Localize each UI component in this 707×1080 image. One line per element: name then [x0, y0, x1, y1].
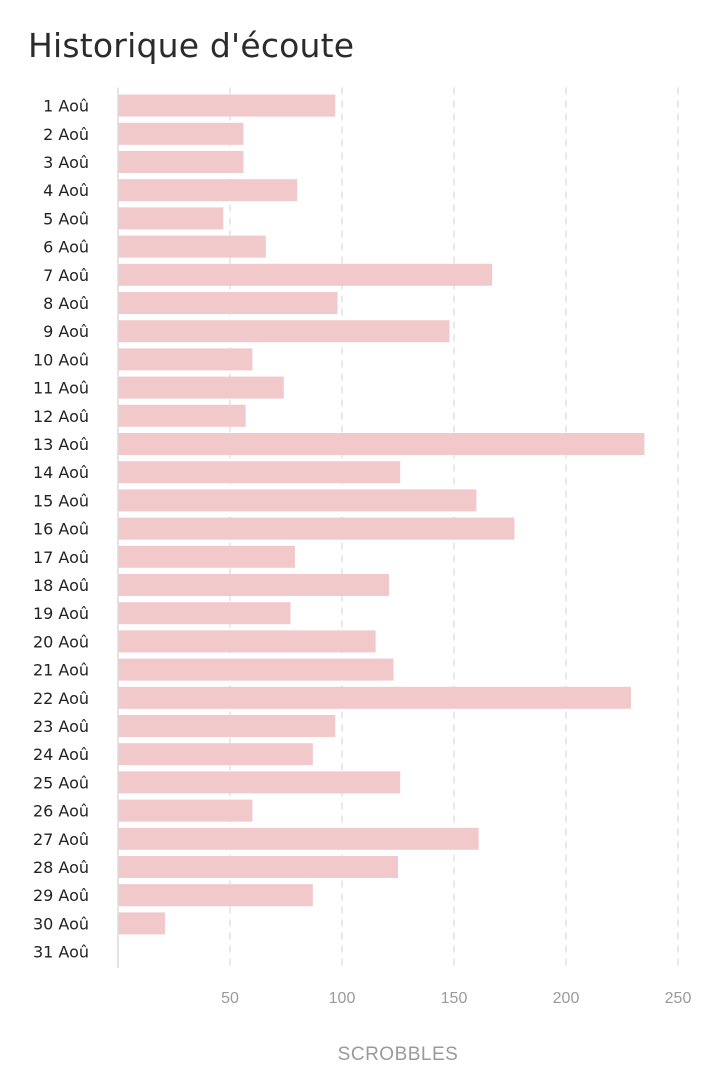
bar: [118, 743, 313, 766]
y-tick-label: 20 Aoû: [33, 632, 89, 651]
y-tick-label: 16 Aoû: [33, 520, 89, 539]
y-tick-label: 14 Aoû: [33, 463, 89, 482]
y-tick-label: 8 Aoû: [43, 294, 89, 313]
y-tick-label: 26 Aoû: [33, 802, 89, 821]
bar: [118, 122, 244, 145]
bar: [118, 517, 515, 540]
bar: [118, 658, 394, 681]
bar: [118, 263, 493, 286]
bar: [118, 376, 284, 399]
bar: [118, 856, 398, 878]
y-tick-label: 2 Aoû: [43, 125, 89, 144]
bar: [118, 545, 295, 568]
y-tick-label: 12 Aoû: [33, 407, 89, 426]
bar: [118, 489, 477, 512]
y-tick-label: 24 Aoû: [33, 745, 89, 764]
bar: [118, 715, 336, 737]
bar: [118, 574, 390, 596]
x-axis-label: SCROBBLES: [338, 1044, 459, 1065]
y-tick-label: 5 Aoû: [43, 209, 89, 228]
x-tick-label: 150: [441, 990, 468, 1007]
y-tick-label: 31 Aoû: [33, 943, 89, 962]
bar: [118, 602, 291, 625]
y-tick-label: 30 Aoû: [33, 914, 89, 933]
x-tick-label: 250: [665, 990, 692, 1007]
bar: [118, 94, 336, 117]
x-tick-label: 50: [221, 990, 239, 1007]
bar: [118, 771, 401, 794]
bar: [118, 151, 244, 173]
y-tick-label: 19 Aoû: [33, 604, 89, 623]
bar: [118, 292, 338, 314]
bar: [118, 461, 401, 484]
chart-title: Historique d'écoute: [28, 26, 355, 65]
y-tick-label: 28 Aoû: [33, 858, 89, 877]
y-tick-label: 7 Aoû: [43, 266, 89, 285]
bar: [118, 320, 450, 343]
y-tick-label: 13 Aoû: [33, 435, 89, 454]
y-tick-label: 6 Aoû: [43, 238, 89, 257]
bar: [118, 630, 376, 653]
bar: [118, 433, 645, 455]
y-tick-label: 10 Aoû: [33, 350, 89, 369]
bar: [118, 207, 224, 230]
bar: [118, 827, 479, 850]
bar: [118, 912, 166, 935]
bar: [118, 884, 313, 907]
y-tick-label: 4 Aoû: [43, 181, 89, 200]
y-tick-label: 23 Aoû: [33, 717, 89, 736]
y-tick-label: 3 Aoû: [43, 153, 89, 172]
x-tick-label: 100: [329, 990, 356, 1007]
x-tick-label: 200: [553, 990, 580, 1007]
y-tick-label: 9 Aoû: [43, 322, 89, 341]
y-tick-label: 11 Aoû: [33, 379, 89, 398]
y-tick-label: 21 Aoû: [33, 661, 89, 680]
y-tick-label: 15 Aoû: [33, 491, 89, 510]
bar: [118, 348, 253, 371]
bar: [118, 686, 631, 709]
bar: [118, 235, 266, 258]
y-tick-label: 27 Aoû: [33, 830, 89, 849]
bar: [118, 799, 253, 822]
bar: [118, 404, 246, 427]
bar: [118, 179, 298, 202]
y-tick-label: 25 Aoû: [33, 773, 89, 792]
y-tick-label: 18 Aoû: [33, 576, 89, 595]
y-tick-label: 29 Aoû: [33, 886, 89, 905]
y-tick-label: 1 Aoû: [43, 97, 89, 116]
y-tick-label: 22 Aoû: [33, 689, 89, 708]
y-tick-label: 17 Aoû: [33, 548, 89, 567]
